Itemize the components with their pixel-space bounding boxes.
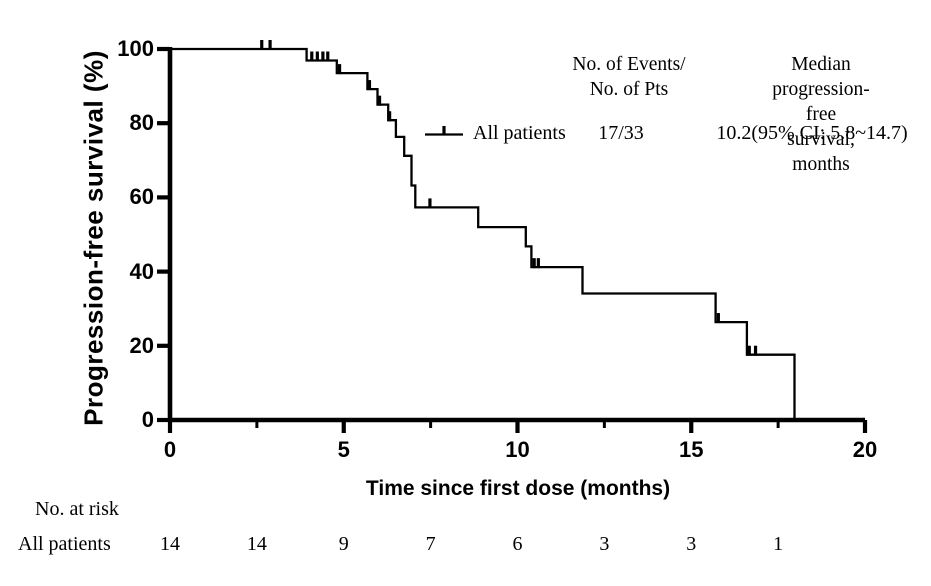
y-tick-label: 60	[129, 184, 154, 210]
x-tick-label: 10	[505, 437, 530, 462]
risk-count: 14	[246, 533, 267, 555]
y-tick-label: 40	[129, 258, 154, 284]
y-tick-label: 100	[117, 36, 154, 61]
legend-events-value: 17/33	[598, 122, 644, 144]
risk-count: 7	[425, 533, 436, 555]
risk-count: 3	[686, 533, 697, 555]
x-tick-label: 0	[163, 437, 177, 462]
y-tick-label: 80	[129, 110, 154, 136]
risk-table-header: No. at risk	[35, 498, 119, 520]
x-tick-label: 20	[852, 437, 878, 462]
survival-curve	[170, 47, 796, 420]
legend-series-label: All patients	[473, 122, 566, 144]
y-tick-label: 0	[141, 407, 154, 432]
risk-count: 6	[512, 533, 523, 555]
legend-median-value: 10.2(95% CI: 5.8~14.7)	[716, 122, 908, 144]
risk-table-row-label: All patients	[18, 533, 111, 555]
risk-count: 14	[160, 533, 180, 555]
y-axis-title: Progression-free survival (%)	[78, 50, 109, 426]
risk-count: 1	[773, 533, 784, 555]
risk-count: 9	[338, 533, 349, 555]
x-tick-label: 15	[679, 437, 704, 462]
legend-median-header: Median progression-free survival, months	[772, 54, 870, 175]
y-tick-label: 20	[129, 332, 154, 358]
risk-count: 3	[599, 533, 610, 555]
x-tick-label: 5	[337, 437, 350, 462]
legend-events-header: No. of Events/ No. of Pts	[572, 54, 686, 100]
x-axis-title: Time since first dose (months)	[365, 477, 671, 500]
